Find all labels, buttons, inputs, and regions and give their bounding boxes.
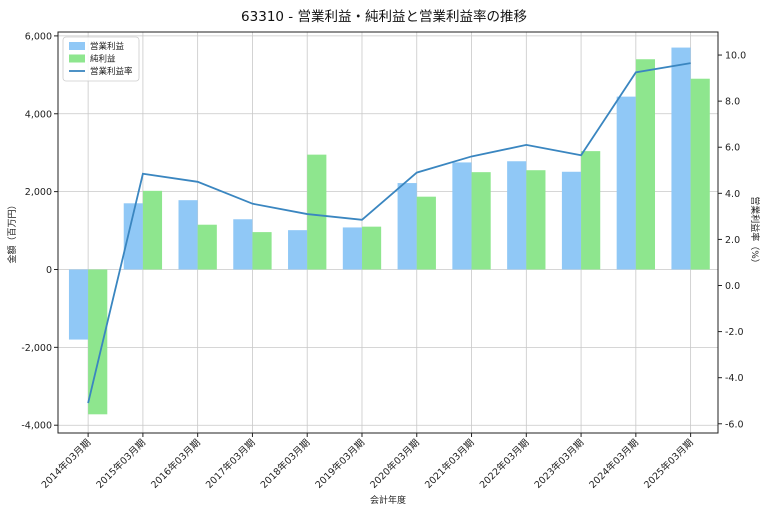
y2-tick-label: 0.0	[725, 281, 740, 292]
bar-operating-profit	[288, 230, 308, 270]
y-tick-label: 2,000	[25, 187, 52, 198]
y2-tick-label: -4.0	[725, 373, 744, 384]
bar-net-profit	[581, 151, 601, 270]
y2-tick-label: -2.0	[725, 327, 744, 338]
y-axis-left: -4,000 -2,000 0 2,000 4,000 6,000	[21, 31, 58, 432]
x-tick-label: 2016年03月期	[149, 437, 203, 491]
line-operating-margin	[87, 62, 691, 404]
legend-swatch	[69, 42, 85, 50]
x-tick-label: 2017年03月期	[203, 437, 257, 491]
bar-operating-profit	[68, 269, 89, 340]
legend-swatch	[69, 54, 85, 63]
bar-net-profit	[142, 190, 163, 270]
y2-tick-label: 6.0	[725, 143, 740, 154]
x-tick-label: 2018年03月期	[258, 437, 312, 491]
x-tick-label: 2021年03月期	[422, 437, 476, 491]
x-tick-label: 2024年03月期	[587, 437, 641, 491]
x-axis: 2014年03月期 2015年03月期 2016年03月期 2017年03月期 2018…	[39, 433, 696, 491]
y-tick-label: 0	[46, 265, 52, 276]
bar-net-profit	[471, 172, 491, 270]
y-tick-label: 6,000	[25, 31, 52, 42]
y2-axis-label: 営業利益率（%）	[749, 196, 761, 268]
bar-operating-profit	[123, 203, 143, 270]
x-tick-label: 2020年03月期	[368, 437, 422, 491]
x-tick-label: 2014年03月期	[39, 437, 93, 491]
legend-label: 純利益	[90, 54, 116, 65]
x-tick-label: 2015年03月期	[94, 437, 148, 491]
y-axis-right: -6.0 -4.0 -2.0 0.0 2.0 4.0 6.0 8.0 10.0	[718, 51, 746, 430]
x-tick-label: 2019年03月期	[313, 437, 367, 491]
bar-operating-profit	[507, 161, 527, 270]
bar-operating-profit	[452, 162, 472, 270]
bar-operating-profit	[671, 47, 691, 270]
y2-tick-label: 2.0	[725, 235, 740, 246]
x-tick-label: 2025年03月期	[641, 437, 695, 491]
bar-operating-profit	[233, 219, 253, 270]
y-tick-label: -4,000	[21, 421, 52, 432]
bar-net-profit	[526, 170, 546, 270]
legend-label: 営業利益	[90, 41, 125, 52]
bar-operating-profit	[178, 200, 198, 270]
bar-net-profit	[690, 78, 710, 270]
bar-net-profit	[416, 196, 436, 270]
bar-net-profit	[252, 232, 272, 270]
bar-operating-profit	[397, 183, 417, 270]
plot-frame	[57, 31, 719, 434]
bar-net-profit	[197, 224, 217, 270]
bar-operating-profit	[342, 227, 362, 270]
chart-title: 63310 - 営業利益・純利益と営業利益率の推移	[241, 8, 527, 25]
y2-tick-label: 10.0	[725, 51, 746, 62]
bar-net-profit	[307, 154, 327, 270]
bar-net-profit	[361, 226, 382, 270]
x-tick-label: 2023年03月期	[532, 437, 586, 491]
line-series	[87, 62, 691, 404]
y2-tick-label: 4.0	[725, 189, 740, 200]
bar-net-profit	[635, 59, 656, 270]
y-tick-label: -2,000	[21, 343, 52, 354]
bar-net-profit	[88, 269, 108, 415]
y-tick-label: 4,000	[25, 109, 52, 120]
legend-label: 営業利益率	[90, 66, 133, 77]
x-tick-label: 2022年03月期	[477, 437, 531, 491]
bar-operating-profit	[561, 171, 582, 270]
bar-operating-profit	[616, 96, 636, 270]
y-axis-label: 金額（百万円）	[6, 200, 18, 263]
y2-tick-label: 8.0	[725, 97, 740, 108]
y2-tick-label: -6.0	[725, 419, 744, 430]
bars	[68, 47, 710, 415]
x-axis-label: 会計年度	[370, 494, 406, 506]
